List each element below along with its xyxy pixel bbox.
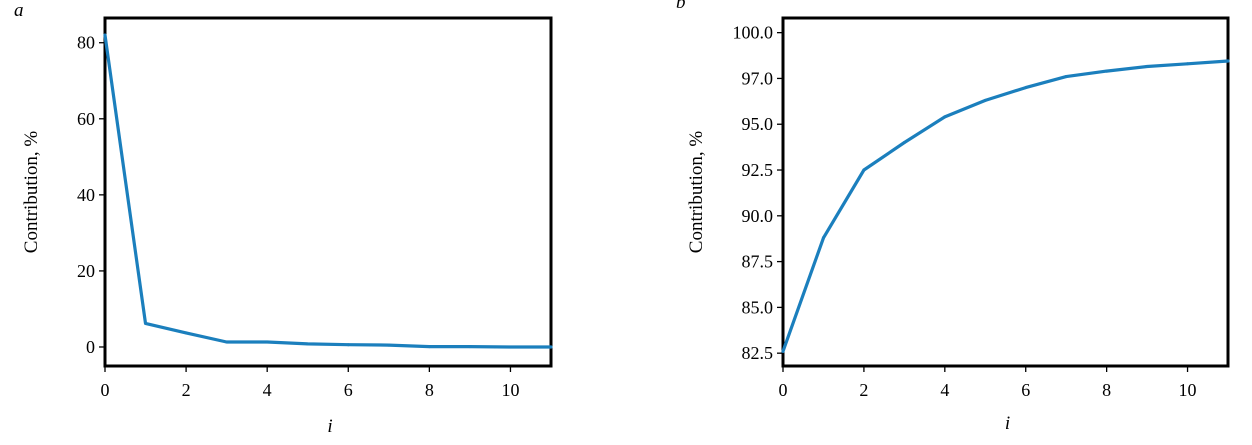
data-point bbox=[983, 98, 987, 102]
chart-panel-a: 0 20 40 60 80 0 2 4 6 8 10 Contribution, % i a bbox=[14, 0, 553, 437]
x-tick-label: 6 bbox=[344, 380, 353, 400]
data-point bbox=[1226, 59, 1230, 63]
x-tick-label: 6 bbox=[1021, 380, 1030, 400]
panel-label: b bbox=[676, 0, 686, 13]
y-tick-label: 95.0 bbox=[742, 114, 774, 134]
data-point bbox=[306, 342, 310, 346]
y-axis-label: Contribution, % bbox=[21, 131, 42, 254]
data-point bbox=[1145, 65, 1149, 69]
data-point bbox=[265, 340, 269, 344]
x-tick-label: 10 bbox=[1179, 380, 1197, 400]
data-point bbox=[1105, 69, 1109, 73]
plot-frame bbox=[103, 16, 553, 368]
chart-panel-b: 82.5 85.0 87.5 90.0 92.5 95.0 97.0 100.0 0 2 4 6 8 10… bbox=[676, 0, 1230, 434]
y-tick-label: 40 bbox=[77, 185, 95, 205]
data-point bbox=[346, 343, 350, 347]
data-point bbox=[103, 33, 107, 37]
y-tick-label: 85.0 bbox=[742, 297, 774, 317]
x-tick-label: 10 bbox=[501, 380, 519, 400]
data-point bbox=[821, 236, 825, 240]
x-tick-label: 2 bbox=[182, 380, 191, 400]
data-point bbox=[1024, 86, 1028, 90]
x-tick-label: 4 bbox=[263, 380, 272, 400]
data-point bbox=[225, 340, 229, 344]
panel-label: a bbox=[14, 0, 24, 21]
data-point bbox=[508, 345, 512, 349]
y-tick-label: 20 bbox=[77, 261, 95, 281]
x-axis-label: i bbox=[1005, 413, 1010, 434]
y-axis-label: Contribution, % bbox=[686, 131, 707, 254]
x-tick-label: 0 bbox=[779, 380, 788, 400]
y-tick-label: 60 bbox=[77, 109, 95, 129]
data-point bbox=[427, 345, 431, 349]
data-point bbox=[468, 345, 472, 349]
data-point bbox=[781, 349, 785, 353]
data-point bbox=[943, 115, 947, 119]
data-point bbox=[902, 141, 906, 145]
plot-frame bbox=[781, 16, 1230, 368]
series-line bbox=[103, 33, 553, 349]
x-tick-label: 2 bbox=[859, 380, 868, 400]
data-point bbox=[184, 331, 188, 335]
series-line bbox=[781, 59, 1230, 353]
data-point bbox=[1186, 62, 1190, 66]
y-tick-label: 0 bbox=[86, 337, 95, 357]
y-tick-label: 82.5 bbox=[742, 343, 774, 363]
y-tick-label: 92.5 bbox=[742, 160, 774, 180]
x-tick-label: 4 bbox=[940, 380, 949, 400]
data-point bbox=[144, 321, 148, 325]
y-tick-label: 87.5 bbox=[742, 252, 774, 272]
x-tick-label: 0 bbox=[101, 380, 110, 400]
y-tick-label: 80 bbox=[77, 33, 95, 53]
data-point bbox=[1064, 75, 1068, 79]
data-point bbox=[862, 168, 866, 172]
x-tick-label: 8 bbox=[1102, 380, 1111, 400]
data-point bbox=[387, 343, 391, 347]
y-tick-label: 97.0 bbox=[742, 68, 774, 88]
x-axis-label: i bbox=[327, 416, 332, 437]
y-tick-label: 100.0 bbox=[733, 23, 774, 43]
y-tick-label: 90.0 bbox=[742, 206, 774, 226]
data-point bbox=[549, 345, 553, 349]
x-tick-label: 8 bbox=[425, 380, 434, 400]
